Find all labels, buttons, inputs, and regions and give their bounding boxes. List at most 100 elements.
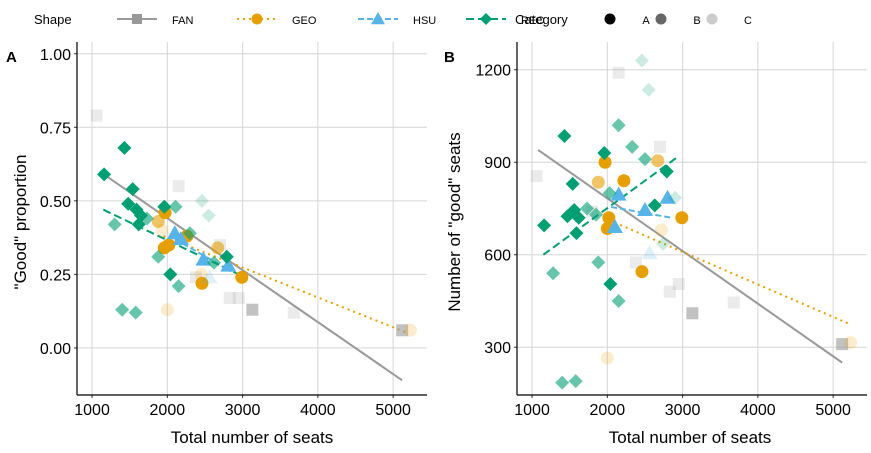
data-point-geo (598, 155, 612, 169)
data-point-fan (172, 180, 185, 193)
x-tick-label: 5000 (815, 402, 851, 419)
data-point-rec (107, 217, 122, 232)
trend-line-geo (603, 216, 851, 326)
x-tick-label: 4000 (300, 402, 336, 419)
grid-a (77, 42, 427, 395)
data-point-rec (117, 140, 132, 155)
y-tick-label: 1.00 (40, 47, 71, 64)
data-point-geo (194, 267, 208, 281)
data-point-rec (568, 374, 583, 389)
data-point-rec (201, 208, 216, 223)
x-tick-label: 5000 (375, 402, 411, 419)
data-point-geo (195, 276, 209, 290)
data-point-rec (625, 139, 640, 154)
data-point-fan (727, 296, 740, 309)
data-point-rec (194, 193, 209, 208)
data-point-fan (672, 278, 685, 291)
y-tick-label: 600 (484, 248, 511, 265)
data-point-geo (403, 323, 417, 337)
x-tick-label: 3000 (665, 402, 701, 419)
data-point-rec (569, 226, 584, 241)
y-tick-label: 0.00 (40, 341, 71, 358)
data-point-geo (617, 174, 631, 188)
data-point-geo (591, 175, 605, 189)
data-point-geo (211, 241, 225, 255)
trend-line-rec (542, 155, 680, 256)
data-point-rec (171, 279, 186, 294)
legend-category-c-icon (706, 13, 718, 25)
data-point-rec (140, 211, 154, 226)
panel-label-a: A (6, 49, 17, 66)
panel-label-b: B (444, 49, 455, 66)
data-point-geo (651, 154, 665, 168)
data-point-hsu (606, 218, 623, 233)
data-point-hsu (220, 257, 237, 272)
data-point-rec (603, 277, 618, 292)
axes-a: 1000 2000 3000 4000 5000 0.00 0.25 0.50 0.75 1.00 (40, 42, 427, 419)
data-point-geo (675, 211, 689, 225)
legend-category-a-icon (604, 13, 616, 25)
data-point-fan (90, 109, 103, 122)
y-axis-title-a: "Good" proportion (11, 155, 30, 290)
data-point-rec (168, 199, 183, 214)
data-point-rec (163, 267, 178, 282)
legend-marker-fan-icon (132, 14, 142, 24)
data-point-rec (182, 226, 197, 241)
data-point-rec (647, 198, 662, 213)
x-tick-label: 3000 (225, 402, 261, 419)
x-tick-label: 4000 (740, 402, 776, 419)
data-point-rec (580, 201, 594, 216)
data-point-rec (157, 199, 172, 214)
data-point-rec (557, 129, 572, 144)
legend-category-title: Category (515, 12, 568, 27)
data-point-rec (637, 152, 652, 167)
data-point-rec (602, 186, 617, 201)
data-point-rec (668, 190, 683, 205)
legend-category-b-icon (655, 13, 667, 25)
data-point-rec (151, 249, 166, 264)
data-point-rec (641, 82, 656, 97)
legend-label-rec: REC (521, 15, 544, 27)
data-point-rec (219, 249, 234, 264)
x-tick-label: 2000 (590, 402, 626, 419)
data-point-geo (635, 265, 649, 279)
data-point-fan (686, 307, 699, 320)
data-point-rec (571, 210, 586, 225)
data-point-fan (530, 170, 543, 183)
y-tick-label: 300 (484, 340, 511, 357)
legend-marker-geo-icon (251, 13, 263, 25)
trend-line-geo (163, 235, 409, 335)
legend-category-label-c: C (744, 15, 752, 27)
data-point-rec (611, 293, 626, 308)
y-tick-label: 0.25 (40, 267, 71, 284)
panel-a: A 1000 2000 3000 4000 5000 0.00 0.25 0.50 0.75 1.… (6, 42, 427, 447)
legend-label-geo: GEO (292, 15, 317, 27)
y-tick-label: 0.50 (40, 194, 71, 211)
legend-category-label-b: B (693, 15, 700, 27)
data-point-rec (634, 53, 649, 68)
points-a (90, 109, 417, 337)
x-axis-title-a: Total number of seats (171, 428, 334, 447)
x-tick-label: 2000 (150, 402, 186, 419)
data-point-rec (565, 176, 580, 191)
data-point-rec (611, 118, 626, 133)
data-point-geo (235, 270, 249, 284)
data-point-fan (654, 140, 667, 153)
legend-label-fan: FAN (172, 15, 193, 27)
x-axis-title-b: Total number of seats (609, 428, 772, 447)
trend-line-fan (537, 149, 843, 364)
y-axis-title-b: Number of "good" seats (445, 132, 464, 311)
data-point-hsu (610, 186, 627, 201)
data-point-geo (600, 351, 614, 365)
y-tick-label: 0.75 (40, 120, 71, 137)
trend-lines-b (537, 149, 851, 364)
data-point-rec (555, 375, 570, 390)
data-point-rec (591, 255, 606, 270)
data-point-fan (629, 256, 642, 269)
data-point-hsu (201, 269, 218, 284)
x-tick-label: 1000 (74, 402, 110, 419)
data-point-rec (128, 305, 143, 320)
data-point-rec (115, 302, 130, 317)
data-point-geo (155, 223, 169, 237)
